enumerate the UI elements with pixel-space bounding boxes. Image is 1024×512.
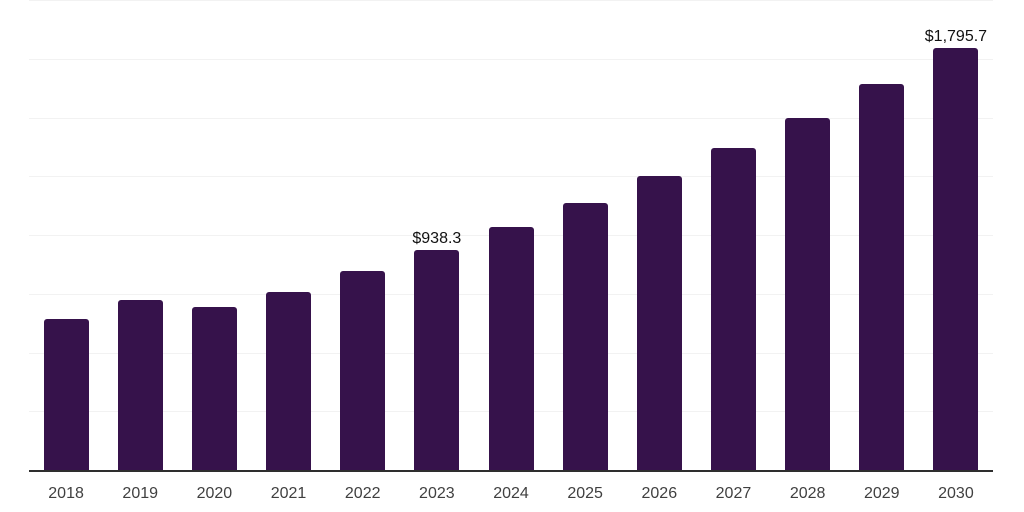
bar-2018: [43, 318, 89, 470]
x-tick-2028: 2028: [789, 485, 826, 502]
bar-2025: [562, 203, 608, 470]
bar-2024: [488, 227, 534, 470]
x-tick-2020: 2020: [196, 485, 233, 502]
bar-2030: [933, 48, 979, 470]
bar-2019: [117, 299, 163, 470]
bar-2020: [191, 306, 237, 470]
x-tick-2021: 2021: [270, 485, 307, 502]
plot-area: $938.3 $1,795.7: [29, 0, 993, 470]
data-label-2030: $1,795.7: [924, 28, 988, 46]
x-tick-2025: 2025: [567, 485, 603, 502]
x-tick-2022: 2022: [344, 485, 381, 502]
x-tick-2023: 2023: [419, 485, 455, 502]
x-tick-2024: 2024: [493, 485, 529, 502]
x-tick-2018: 2018: [48, 485, 84, 502]
x-tick-2027: 2027: [715, 485, 752, 502]
gridline-1750: [29, 58, 993, 60]
bar-2029: [859, 83, 905, 470]
bar-2027: [710, 148, 756, 470]
x-tick-2019: 2019: [122, 485, 159, 502]
gridline-1500: [29, 117, 993, 119]
x-tick-2030: 2030: [938, 485, 974, 502]
bar-2022: [340, 270, 386, 470]
x-tick-2026: 2026: [641, 485, 678, 502]
bar-2023: [414, 249, 460, 470]
bar-2028: [785, 117, 831, 470]
gridline-1250: [29, 176, 993, 178]
bar-2021: [266, 292, 312, 470]
data-label-2023: $938.3: [412, 229, 462, 247]
x-axis-line: [29, 470, 993, 472]
x-tick-2029: 2029: [863, 485, 900, 502]
gridline-2000: [29, 0, 993, 1]
bar-2026: [636, 175, 682, 470]
